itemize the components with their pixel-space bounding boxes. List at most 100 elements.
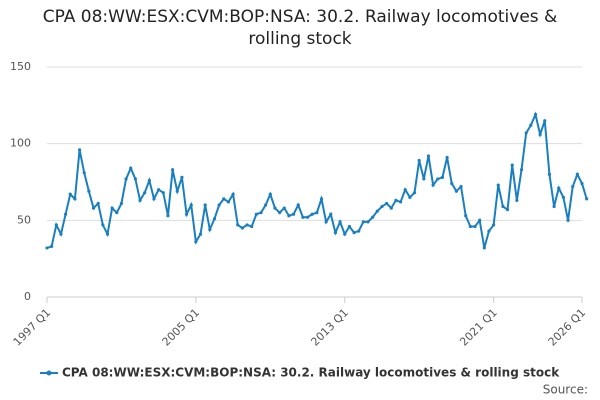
- data-point: [319, 197, 324, 201]
- data-point: [282, 206, 286, 210]
- data-point: [208, 227, 212, 232]
- data-point: [222, 197, 226, 201]
- data-point: [105, 232, 110, 236]
- legend-label: CPA 08:WW:ESX:CVM:BOP:NSA: 30.2. Railway…: [62, 366, 560, 380]
- data-point: [375, 209, 379, 213]
- data-point: [561, 195, 565, 199]
- data-point: [291, 212, 296, 216]
- data-point: [133, 177, 137, 181]
- data-point: [431, 183, 435, 187]
- data-point: [385, 201, 389, 206]
- x-tick-label: 2026 Q1: [546, 306, 589, 349]
- data-point: [343, 232, 347, 236]
- data-point: [347, 224, 351, 229]
- data-point: [152, 197, 156, 201]
- data-point: [264, 203, 268, 207]
- data-point: [496, 183, 500, 187]
- data-point: [217, 203, 221, 207]
- data-point: [450, 181, 454, 186]
- data-point: [571, 185, 575, 189]
- chart-title: CPA 08:WW:ESX:CVM:BOP:NSA: 30.2. Railway…: [42, 7, 558, 49]
- data-point: [547, 172, 552, 176]
- source: Source:: [543, 383, 588, 397]
- data-point: [96, 201, 100, 206]
- legend-marker: [46, 370, 52, 376]
- data-point: [426, 154, 431, 158]
- data-point: [519, 168, 524, 172]
- data-point: [189, 203, 193, 207]
- data-point: [91, 206, 96, 210]
- data-point: [417, 158, 421, 163]
- data-point: [278, 211, 282, 215]
- data-point: [412, 191, 417, 195]
- data-point: [171, 168, 175, 172]
- data-point: [68, 192, 72, 196]
- data-point: [352, 231, 356, 235]
- data-point: [380, 204, 384, 209]
- data-point: [361, 220, 365, 224]
- data-point: [254, 212, 258, 216]
- data-point: [338, 220, 342, 224]
- data-point: [315, 211, 319, 215]
- data-point: [436, 177, 440, 181]
- data-line: [46, 111, 588, 249]
- data-point: [478, 218, 482, 222]
- data-point: [226, 200, 231, 204]
- data-point: [482, 246, 486, 250]
- data-point: [394, 198, 398, 202]
- data-point: [87, 189, 91, 193]
- data-point: [580, 181, 584, 186]
- data-point: [143, 191, 147, 195]
- data-point: [64, 212, 68, 216]
- data-point: [533, 112, 538, 117]
- data-point: [59, 232, 63, 236]
- data-point: [329, 212, 333, 216]
- data-point: [505, 208, 510, 212]
- x-tick-label: 2005 Q1: [160, 306, 203, 349]
- data-point: [324, 220, 328, 224]
- data-point: [552, 204, 556, 209]
- data-point: [557, 186, 561, 190]
- data-point: [129, 166, 133, 170]
- data-point: [175, 189, 179, 193]
- data-point: [366, 220, 370, 224]
- y-tick-label: 100: [10, 137, 31, 150]
- y-tick-label: 0: [24, 290, 31, 303]
- data-point: [198, 232, 203, 236]
- data-point: [487, 229, 491, 233]
- data-point: [166, 214, 170, 218]
- data-point: [231, 192, 235, 196]
- data-point: [492, 223, 496, 227]
- data-point: [245, 223, 249, 227]
- data-point: [473, 224, 477, 229]
- data-point: [273, 206, 277, 210]
- data-point: [389, 206, 393, 210]
- data-point: [77, 148, 82, 152]
- data-point: [119, 201, 124, 206]
- data-point: [259, 211, 263, 215]
- data-point: [459, 185, 463, 189]
- data-point: [501, 204, 505, 209]
- x-tick-label: 2021 Q1: [457, 306, 500, 349]
- data-point: [180, 175, 184, 179]
- data-point: [147, 178, 151, 183]
- x-tick-label: 1997 Q1: [11, 306, 54, 349]
- data-point: [124, 177, 128, 181]
- data-point: [357, 229, 361, 233]
- y-tick-label: 150: [10, 60, 31, 73]
- data-point: [101, 223, 105, 227]
- data-point: [305, 215, 310, 219]
- data-point: [464, 214, 468, 218]
- x-tick-label: 2013 Q1: [308, 306, 351, 349]
- data-point: [454, 189, 458, 193]
- data-point: [440, 175, 445, 179]
- data-point: [194, 240, 198, 244]
- data-point: [585, 197, 589, 201]
- data-point: [566, 218, 570, 222]
- data-point: [301, 215, 305, 219]
- data-point: [538, 132, 542, 137]
- data-point: [45, 246, 49, 250]
- data-point: [510, 163, 514, 167]
- y-tick-label: 50: [17, 213, 31, 226]
